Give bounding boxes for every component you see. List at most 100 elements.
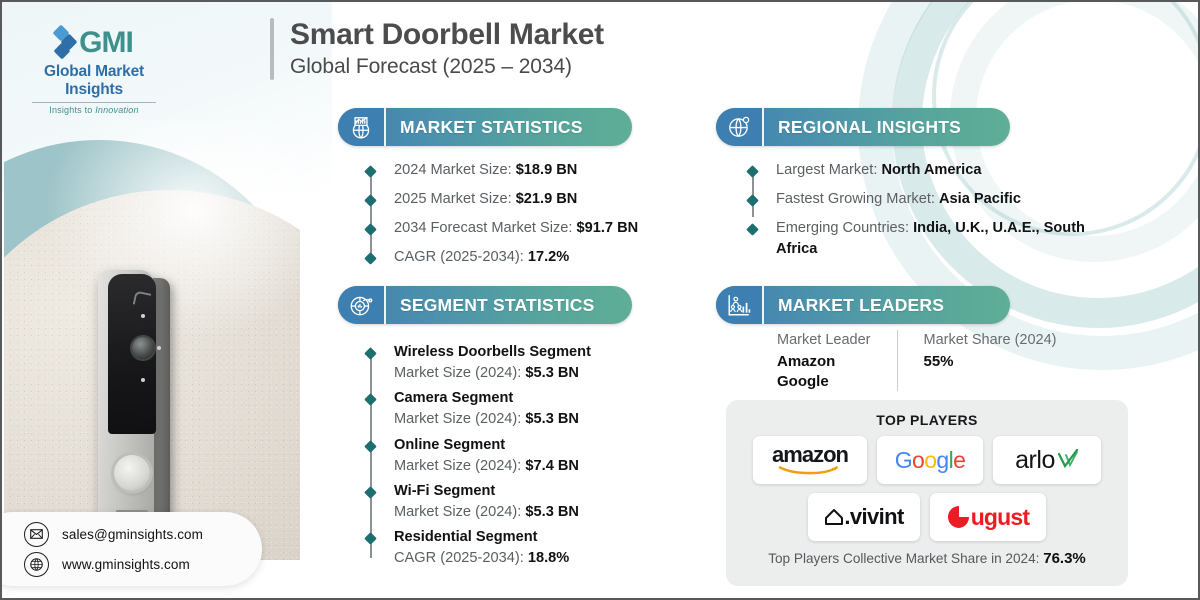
bullet-diamond-icon [364,439,377,453]
segment-detail-value: $5.3 BN [525,365,579,382]
gmi-logo-text: GMI [79,26,134,59]
list-connector-line [370,351,372,558]
amazon-smile-icon [778,466,838,475]
podium-leaderboard-icon [716,286,764,324]
market-share-caption: Market Share (2024) [923,332,1057,348]
doorbell-sensor-bottom [141,378,145,382]
top-players-footer-value: 76.3% [1043,550,1086,567]
list-item: Residential Segment CAGR (2025-2034): 18… [364,527,694,569]
globe-icon [24,551,49,577]
gmi-tagline-prefix: Insights to [49,105,96,115]
segment-detail-label: Market Size (2024): [394,504,526,521]
photo-light-glow [44,120,300,340]
page-title: Smart Doorbell Market [290,18,604,51]
segment-detail-value: $5.3 BN [525,411,579,428]
segment-detail: CAGR (2025-2034): 18.8% [394,548,694,569]
gmi-logo-mark: GMI [14,24,174,60]
market-leader-value: Google [777,372,829,390]
gmi-tagline: Insights to Innovation [14,105,174,115]
amazon-wordmark: amazon [772,442,849,468]
market-leader-column: Market Leader Amazon Google [777,330,897,391]
google-letter: G [894,446,913,473]
section-header-market-leaders: MARKET LEADERS [716,286,1010,324]
segment-detail-label: Market Size (2024): [394,365,526,382]
segment-name: Wireless Doorbells Segment [394,344,591,360]
segment-detail: Market Size (2024): $7.4 BN [394,456,694,477]
market-share-value: 55% [923,352,954,370]
segment-name: Residential Segment [394,529,538,546]
doorbell-ring-button [114,455,150,491]
market-leader-caption: Market Leader [777,332,871,348]
logo-august: ugust [930,493,1046,541]
bullet-diamond-icon [746,194,759,208]
bullet-diamond-icon [364,223,377,237]
market-leaders-detail: Market Leader Amazon Google Market Share… [777,330,1057,392]
vivint-wordmark: .vivint [844,504,904,529]
market-leader-value: Amazon [777,352,836,370]
segment-statistics-list: Wireless Doorbells Segment Market Size (… [364,342,694,570]
list-item: 2024 Market Size: $18.9 BN [364,160,694,181]
list-item: 2034 Forecast Market Size: $91.7 BN [364,218,694,239]
segment-detail-label: Market Size (2024): [394,411,526,428]
gmi-tagline-italic: Innovation [95,105,139,115]
list-item-text: Fastest Growing Market: Asia Pacific [776,189,1096,210]
doorbell-faceplate [108,274,161,434]
item-label: 2024 Market Size: [394,162,516,178]
page-subtitle: Global Forecast (2025 – 2034) [290,54,572,78]
list-item-text: Largest Market: North America [776,160,1096,181]
top-players-footer: Top Players Collective Market Share in 2… [726,550,1128,567]
top-players-panel: TOP PLAYERS amazon Google arlo [726,400,1128,586]
segment-detail-value: 18.8% [527,550,570,567]
google-letter: g [936,446,949,473]
logo-vivint: .vivint [808,493,920,541]
section-label: REGIONAL INSIGHTS [778,116,961,137]
gmi-divider [32,102,156,103]
top-players-logo-row-2: .vivint ugust [726,493,1128,541]
segment-detail-label: CAGR (2025-2034): [394,550,528,567]
envelope-icon [24,521,49,547]
top-players-logo-row: amazon Google arlo [726,436,1128,484]
pie-chart-arrow-icon [338,286,386,324]
contact-panel: sales@gminsights.com www.gminsights.com [2,512,262,586]
globe-pin-icon [716,108,764,146]
doorbell-mic-icon [132,290,152,308]
segment-detail: Market Size (2024): $5.3 BN [394,502,694,523]
gmi-company-name: Global Market Insights [44,63,144,98]
item-label: Emerging Countries: [776,220,914,237]
segment-detail-value: $7.4 BN [525,457,579,474]
list-item: Online Segment Market Size (2024): $7.4 … [364,435,694,477]
list-connector-line [752,169,754,217]
list-item: CAGR (2025-2034): 17.2% [364,247,694,268]
segment-detail: Market Size (2024): $5.3 BN [394,409,694,430]
list-item: Fastest Growing Market: Asia Pacific [746,189,1096,210]
item-value: North America [881,162,982,178]
contact-email-row[interactable]: sales@gminsights.com [24,519,262,549]
page-title-block: Smart Doorbell Market Global Forecast (2… [270,18,604,80]
section-header-market-statistics: MARKET STATISTICS [338,108,632,146]
item-value: $18.9 BN [515,162,578,178]
section-label: MARKET LEADERS [778,294,945,315]
market-share-column: Market Share (2024) 55% [896,330,1057,392]
bullet-diamond-icon [364,194,377,208]
contact-website-row[interactable]: www.gminsights.com [24,549,262,579]
google-letter: o [911,446,925,473]
bullet-diamond-icon [364,165,377,178]
segment-detail-value: $5.3 BN [525,504,579,521]
august-wordmark: ugust [970,503,1030,530]
arlo-wordmark: arlo [1015,445,1055,474]
list-item: Wi-Fi Segment Market Size (2024): $5.3 B… [364,481,694,523]
logo-arlo: arlo [993,436,1101,484]
list-item: Largest Market: North America [746,160,1096,181]
segment-name: Online Segment [394,436,506,453]
list-item-text: 2025 Market Size: $21.9 BN [394,189,694,210]
globe-chart-icon [338,108,386,146]
bullet-diamond-icon [364,486,377,499]
segment-name: Camera Segment [394,390,514,407]
list-item: Wireless Doorbells Segment Market Size (… [364,342,694,384]
logo-google: Google [877,436,983,484]
contact-website: www.gminsights.com [62,556,190,572]
bullet-diamond-icon [364,347,377,360]
top-players-title: TOP PLAYERS [876,412,978,428]
list-item: Emerging Countries: India, U.K., U.A.E.,… [746,218,1096,260]
doorbell-sensor-side [157,346,161,350]
